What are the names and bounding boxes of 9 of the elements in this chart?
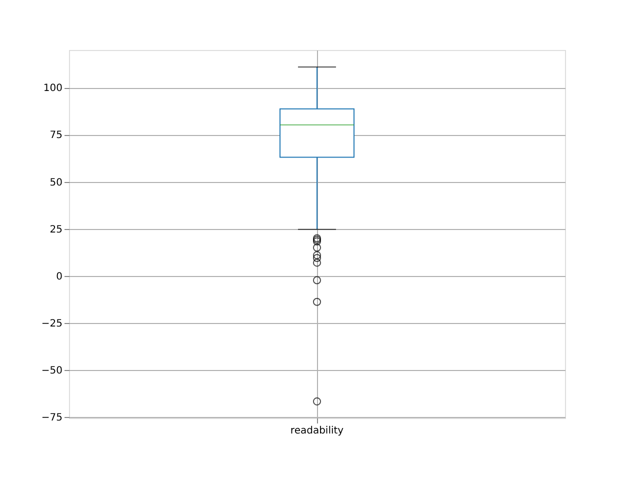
y-tick-label: 0 [56,271,62,282]
x-tick-label: readability [290,426,344,436]
y-tick-label: −50 [41,366,62,376]
y-tick-label: 100 [43,83,62,94]
y-tick-label: −25 [41,318,62,330]
y-tick-label: 75 [50,130,62,142]
y-tick-label: −75 [41,412,62,424]
y-tick-label: 25 [50,224,62,236]
y-tick-label: 50 [50,177,62,188]
